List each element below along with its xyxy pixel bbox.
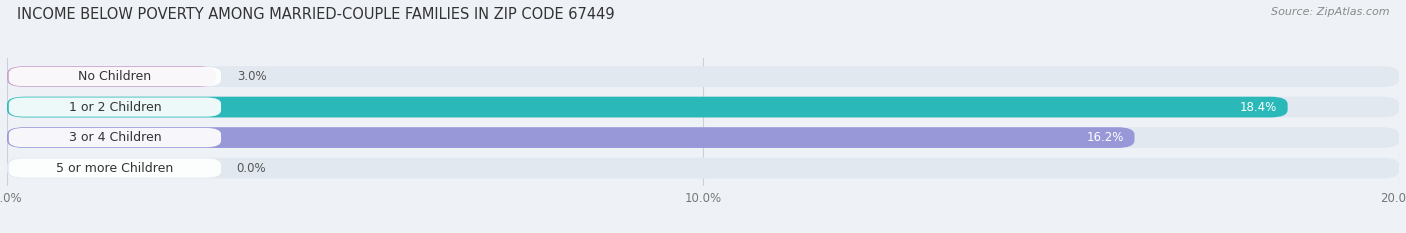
Text: INCOME BELOW POVERTY AMONG MARRIED-COUPLE FAMILIES IN ZIP CODE 67449: INCOME BELOW POVERTY AMONG MARRIED-COUPL… <box>17 7 614 22</box>
FancyBboxPatch shape <box>7 97 1399 117</box>
Text: 3.0%: 3.0% <box>236 70 266 83</box>
FancyBboxPatch shape <box>7 127 1135 148</box>
FancyBboxPatch shape <box>8 128 221 147</box>
FancyBboxPatch shape <box>7 66 217 87</box>
Text: No Children: No Children <box>79 70 152 83</box>
Text: 5 or more Children: 5 or more Children <box>56 162 173 175</box>
FancyBboxPatch shape <box>7 127 1399 148</box>
FancyBboxPatch shape <box>7 158 1399 178</box>
Text: 18.4%: 18.4% <box>1240 101 1277 113</box>
Text: Source: ZipAtlas.com: Source: ZipAtlas.com <box>1271 7 1389 17</box>
FancyBboxPatch shape <box>8 97 221 117</box>
FancyBboxPatch shape <box>8 67 221 86</box>
Text: 0.0%: 0.0% <box>236 162 266 175</box>
FancyBboxPatch shape <box>7 66 1399 87</box>
Text: 1 or 2 Children: 1 or 2 Children <box>69 101 162 113</box>
Text: 16.2%: 16.2% <box>1087 131 1123 144</box>
Text: 3 or 4 Children: 3 or 4 Children <box>69 131 162 144</box>
FancyBboxPatch shape <box>7 97 1288 117</box>
FancyBboxPatch shape <box>8 158 221 178</box>
